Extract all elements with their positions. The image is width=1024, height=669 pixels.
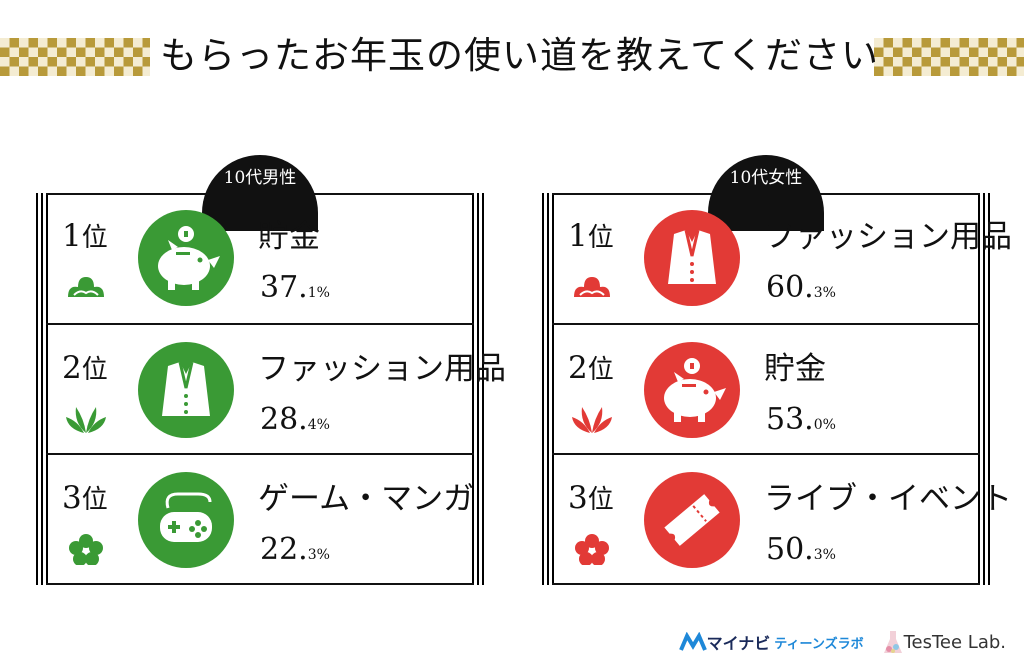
mynavi-mark-icon: [678, 632, 707, 651]
category-circle: [138, 472, 234, 568]
page-title: もらったお年玉の使い道を教えてください: [160, 34, 880, 77]
percentage: 53.0%: [766, 402, 836, 437]
category-circle: [644, 342, 740, 438]
rank-label: 1位: [62, 218, 108, 254]
rank-label: 3位: [62, 480, 108, 516]
panel-border-left: [36, 193, 48, 585]
category-label: 貯金: [258, 219, 320, 255]
panel-female: 10代女性 1位 ファッション用品 60.3% 2位 貯金 53.0% 3位 ラ…: [542, 155, 1012, 585]
category-circle: [138, 342, 234, 438]
category-circle: [644, 210, 740, 306]
ranking-row: 3位 ライブ・イベント 50.3%: [552, 453, 1012, 585]
rank-label: 3位: [568, 480, 614, 516]
rank-label: 2位: [568, 350, 614, 386]
category-label: ライブ・イベント: [764, 481, 1012, 517]
pine-icon: [68, 277, 104, 297]
game-controller-icon: [160, 492, 212, 542]
category-label: 貯金: [764, 351, 826, 387]
mynavi-logo-subtext: ティーンズラボ: [774, 636, 864, 652]
mynavi-logo-text: マイナビ: [706, 634, 771, 653]
percentage: 60.3%: [766, 270, 836, 305]
panel-border-left: [542, 193, 554, 585]
ticket-icon: [664, 494, 720, 546]
checker-pattern-right: [874, 38, 1024, 76]
ranking-row: 1位 ファッション用品 60.3%: [552, 193, 1012, 323]
mynavi-logo: マイナビ ティーンズラボ: [678, 630, 864, 654]
piggy-bank-icon: [158, 226, 220, 290]
testee-logo: TesTee Lab.: [882, 629, 1006, 655]
ranking-row: 1位 貯金 37.1%: [46, 193, 474, 323]
testee-logo-text: TesTee Lab.: [903, 631, 1006, 653]
rank-label: 2位: [62, 350, 108, 386]
panel-male: 10代男性 1位 貯金 37.1% 2位 ファッション用品 28.4% 3位 ゲ…: [36, 155, 506, 585]
rank-label: 1位: [568, 218, 614, 254]
ranking-row: 2位 貯金 53.0%: [552, 323, 980, 455]
flask-icon: [883, 631, 902, 653]
category-circle: [644, 472, 740, 568]
ranking-row: 2位 ファッション用品 28.4%: [46, 323, 506, 455]
piggy-bank-icon: [664, 358, 726, 422]
category-label: ファッション用品: [258, 351, 506, 387]
category-circle: [138, 210, 234, 306]
percentage: 50.3%: [766, 532, 836, 567]
panel-border-right: [978, 193, 990, 585]
plum-blossom-icon: [575, 534, 609, 565]
bamboo-icon: [66, 407, 106, 433]
jacket-icon: [162, 361, 210, 416]
ranking-row: 3位 ゲーム・マンガ 22.3%: [46, 453, 474, 585]
pine-icon: [574, 277, 610, 297]
panel-border-right: [472, 193, 484, 585]
jacket-icon: [668, 229, 716, 284]
checker-pattern-left: [0, 38, 150, 76]
plum-blossom-icon: [69, 534, 103, 565]
percentage: 37.1%: [260, 270, 330, 305]
bamboo-icon: [572, 407, 612, 433]
percentage: 22.3%: [260, 532, 330, 567]
category-label: ファッション用品: [764, 219, 1012, 255]
percentage: 28.4%: [260, 402, 330, 437]
footer-logos: マイナビ ティーンズラボ TesTee Lab.: [678, 627, 1006, 657]
category-label: ゲーム・マンガ: [258, 481, 475, 517]
